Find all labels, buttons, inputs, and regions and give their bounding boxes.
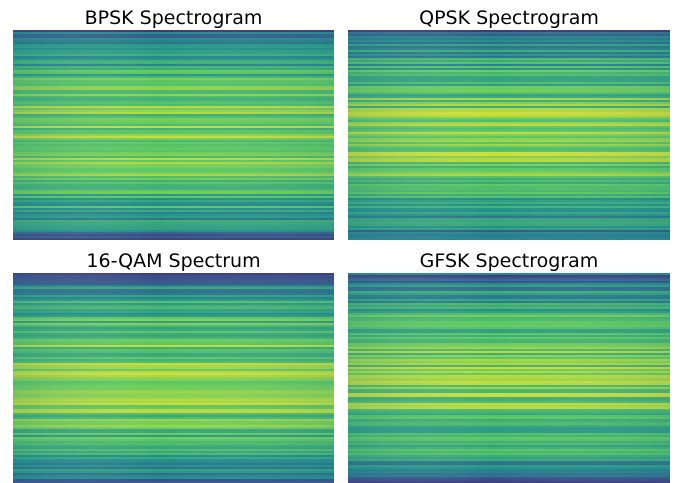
shade — [13, 30, 334, 239]
panel-title: 16-QAM Spectrum — [86, 250, 260, 272]
panel-title: QPSK Spectrogram — [419, 7, 599, 29]
shade — [348, 273, 670, 482]
panel-title: GFSK Spectrogram — [420, 250, 599, 272]
spectrogram-image — [13, 273, 334, 483]
shade — [13, 273, 334, 482]
panel-title: BPSK Spectrogram — [85, 7, 263, 29]
spectrogram-image — [13, 30, 334, 240]
figure: BPSK Spectrogram QPSK Spectrogram 16-QAM S… — [0, 0, 675, 483]
spectrogram-image — [348, 273, 670, 483]
spectrogram-image — [348, 30, 670, 240]
shade — [348, 30, 670, 239]
